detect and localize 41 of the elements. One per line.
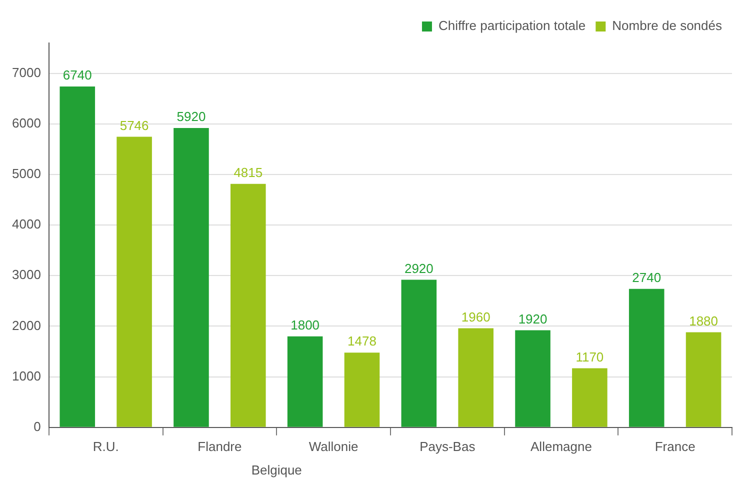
- data-label: 5746: [120, 118, 149, 133]
- bar: [628, 288, 664, 427]
- y-tick-label: 3000: [12, 267, 41, 282]
- legend-label: Chiffre participation totale: [438, 18, 586, 34]
- bar: [686, 332, 722, 427]
- bar: [116, 136, 152, 427]
- bar: [401, 280, 437, 427]
- data-label: 5920: [176, 109, 206, 124]
- y-tick-label: 6000: [12, 116, 41, 131]
- x-tick-label: Wallonie: [308, 438, 358, 454]
- bar: [60, 86, 96, 427]
- data-label: 1920: [518, 311, 548, 326]
- data-label: 1478: [348, 334, 376, 349]
- data-label: 4815: [234, 164, 263, 180]
- x-tick-label: France: [654, 438, 696, 454]
- data-label: 1800: [290, 317, 320, 332]
- data-label: 2920: [404, 260, 434, 276]
- x-tick-label: Pays-Bas: [420, 438, 476, 454]
- y-tick-label: 7000: [12, 64, 41, 80]
- bar: [344, 352, 380, 427]
- bar: [572, 368, 608, 427]
- y-tick-label: 2000: [12, 318, 41, 333]
- x-tick-label: Flandre: [198, 438, 242, 454]
- data-label: 1960: [461, 309, 490, 324]
- x-tick-label: Allemagne: [530, 438, 592, 454]
- data-label: 2740: [632, 270, 662, 285]
- text: Belgique: [251, 462, 302, 478]
- y-tick-label: 1000: [12, 368, 41, 384]
- y-tick-label: 0: [34, 418, 41, 434]
- bar: [287, 336, 323, 427]
- data-label: 1880: [689, 313, 718, 328]
- data-label: 1170: [576, 349, 604, 364]
- legend-label: Nombre de sondés: [612, 18, 722, 34]
- bar: [515, 330, 550, 427]
- data-label: 6740: [62, 68, 92, 83]
- x-tick-label: R.U.: [92, 438, 119, 454]
- y-tick-label: 4000: [12, 216, 41, 232]
- bar: [458, 328, 494, 427]
- y-tick-label: 5000: [12, 166, 41, 182]
- bar: [174, 128, 209, 427]
- bar: [230, 184, 266, 427]
